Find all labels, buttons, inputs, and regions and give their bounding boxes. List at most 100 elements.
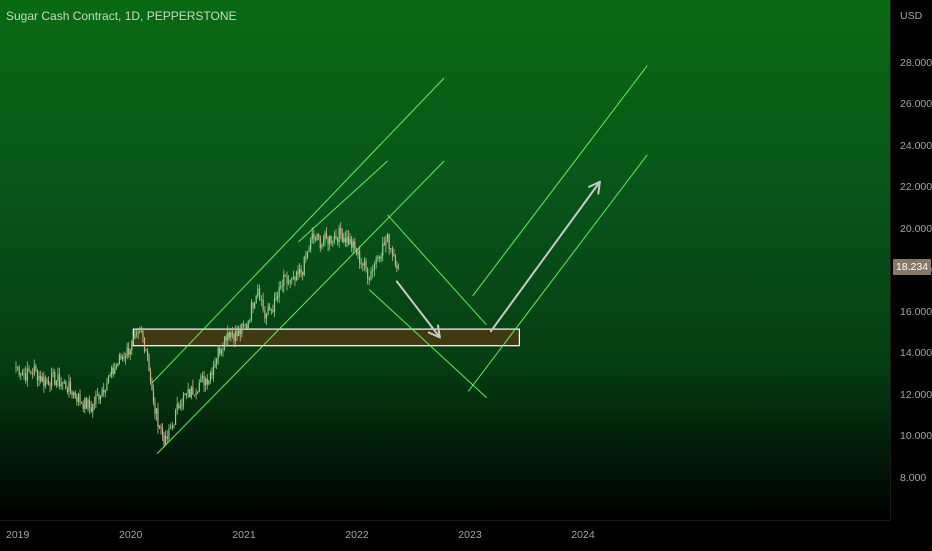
price-candle-body [383, 243, 385, 246]
price-candle-body [377, 256, 379, 259]
price-candle-body [322, 241, 325, 244]
price-candle-body [185, 393, 188, 394]
price-candle-body [178, 403, 180, 409]
price-candle-body [134, 334, 136, 339]
price-candle-body [176, 403, 178, 411]
price-candle-body [158, 426, 161, 428]
price-candle-body [321, 243, 323, 248]
price-candle-body [277, 296, 279, 299]
price-candle-body [373, 264, 376, 271]
chart-area[interactable]: Sugar Cash Contract, 1D, PEPPERSTONE [0, 0, 890, 520]
price-candle-body [182, 394, 185, 404]
price-candle-body [214, 364, 216, 367]
price-candle-body [46, 379, 48, 381]
price-candle-body [140, 331, 142, 333]
price-candle-body [254, 303, 256, 309]
price-candle-body [103, 389, 105, 393]
price-candle-body [149, 371, 152, 382]
price-candle-body [306, 251, 309, 258]
price-candle-body [220, 349, 222, 354]
symbol-title[interactable]: Sugar Cash Contract, 1D, PEPPERSTONE [6, 9, 237, 23]
price-candle-body [35, 366, 37, 371]
price-candle-body [96, 394, 99, 396]
x-tick-label: 2024 [571, 529, 595, 541]
price-candle-body [131, 341, 133, 351]
price-candle-body [258, 288, 261, 301]
price-candle-body [380, 255, 382, 259]
projection-arrow-2 [489, 180, 601, 333]
price-candle-body [272, 309, 274, 312]
price-candle-body [346, 236, 348, 243]
price-candle-body [249, 319, 251, 322]
price-candle-body [246, 324, 248, 329]
channel-line-3 [298, 160, 388, 243]
price-candle-body [236, 330, 238, 337]
channel-line-5 [368, 289, 487, 398]
price-candle-body [47, 380, 50, 385]
price-candle-body [289, 279, 291, 283]
price-candle-body [349, 238, 351, 245]
price-candle-body [143, 337, 146, 351]
channel-line-4 [387, 214, 487, 326]
price-candle-body [192, 386, 194, 395]
price-candle-body [98, 394, 100, 400]
projection-arrows-layer [395, 180, 601, 339]
currency-label: USD [900, 10, 923, 22]
price-candle-body [43, 376, 45, 386]
price-candle-body [58, 374, 61, 387]
price-candle-body [219, 347, 221, 354]
price-candle-body [382, 243, 384, 256]
price-chart[interactable] [0, 0, 890, 520]
price-candle-body [388, 234, 390, 250]
price-candle-body [211, 372, 213, 375]
price-candle-body [198, 382, 200, 392]
y-tick-label: 24.000 [900, 139, 932, 152]
price-candle-body [370, 271, 372, 281]
support-zone [132, 328, 520, 347]
price-candle-body [344, 238, 347, 243]
price-candle-body [341, 233, 343, 242]
price-candle-body [238, 330, 240, 337]
price-candle-body [386, 234, 389, 242]
price-candle-body [308, 249, 310, 252]
price-candle-body [76, 397, 78, 402]
price-candle-body [157, 408, 159, 428]
price-candle-body [281, 285, 283, 287]
price-candle-body [109, 374, 111, 377]
price-candle-body [330, 235, 332, 243]
price-candle-body [81, 402, 83, 404]
price-candle-body [33, 366, 35, 375]
y-tick-label: 22.000 [900, 181, 932, 193]
price-candle-body [18, 366, 20, 375]
price-candle-body [205, 378, 207, 386]
price-axis[interactable]: USD 8.00010.00012.00014.00016.00018.0002… [890, 0, 932, 520]
y-tick-label: 8.000 [900, 471, 927, 484]
price-candle-body [41, 376, 43, 382]
y-tick-label: 14.000 [900, 347, 932, 359]
price-candle-body [107, 376, 110, 383]
price-candle-body [111, 367, 113, 375]
price-candle-body [287, 282, 290, 284]
price-candle-body [79, 394, 81, 403]
price-candle-body [65, 381, 67, 390]
price-candle-body [173, 424, 175, 426]
price-candle-body [23, 372, 25, 374]
price-candle-body [367, 268, 369, 279]
price-candle-body [206, 378, 208, 385]
price-candle-body [154, 402, 156, 414]
price-candle-body [26, 368, 28, 381]
price-candle-body [161, 427, 164, 435]
price-candle-body [55, 381, 57, 386]
price-candle-body [71, 390, 73, 396]
price-candle-body [333, 236, 335, 242]
price-candle-body [160, 426, 162, 428]
price-candle-body [145, 350, 147, 352]
price-candle-body [54, 372, 56, 386]
y-tick-label: 26.000 [900, 98, 932, 110]
y-tick-label: 16.000 [900, 305, 932, 318]
time-axis[interactable]: 2019 2020 2021 2022 2023 2024 [0, 520, 890, 551]
price-candle-body [66, 389, 68, 392]
price-candle-body [117, 363, 119, 366]
price-candle-body [378, 256, 381, 259]
price-candle-body [171, 424, 173, 428]
